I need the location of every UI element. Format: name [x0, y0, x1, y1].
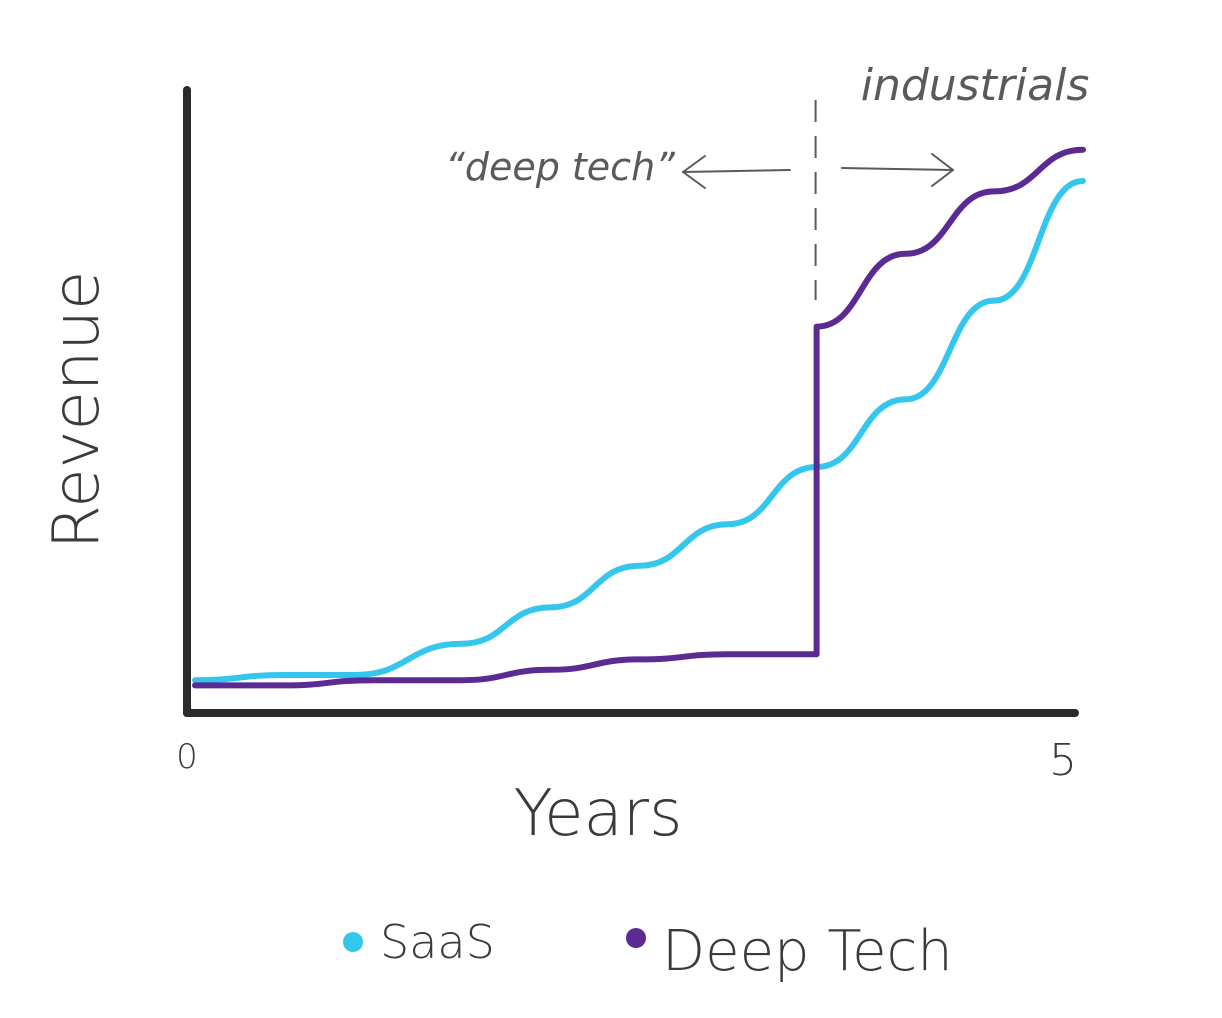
legend-label-saas: SaaS	[380, 915, 495, 969]
left-arrow-icon	[682, 155, 791, 189]
x-axis-title: Years	[514, 777, 683, 851]
x-tick-label-end: 5	[1049, 735, 1077, 786]
x-tick-label-start: 0	[176, 737, 198, 777]
legend-label-deep-tech: Deep Tech	[662, 919, 953, 984]
series-line-deep-tech	[192, 146, 1086, 689]
right-arrow-icon	[841, 153, 954, 187]
series-line-saas	[192, 178, 1086, 684]
legend-swatch-saas	[343, 932, 363, 952]
legend-swatch-deep-tech	[626, 928, 646, 948]
industrials-annotation: industrials	[861, 60, 1090, 111]
deep-tech-annotation: “deep tech”	[445, 145, 675, 189]
legend: SaaS Deep Tech	[343, 915, 953, 984]
y-axis-title: Revenue	[40, 271, 114, 550]
